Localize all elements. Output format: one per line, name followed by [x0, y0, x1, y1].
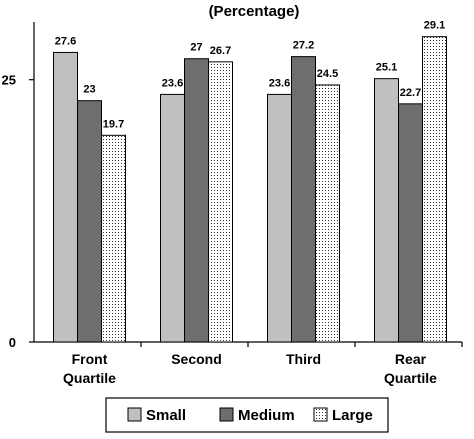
- legend-label-small: Small: [146, 407, 186, 424]
- legend: Small Medium Large: [105, 397, 389, 433]
- data-label: 26.7: [210, 45, 231, 57]
- category-label: Quartile: [63, 370, 116, 386]
- legend-label-large: Large: [332, 407, 373, 424]
- data-label: 23.6: [162, 77, 183, 89]
- data-label: 27.2: [293, 40, 314, 52]
- category-label: Rear: [395, 351, 427, 367]
- data-label: 19.7: [103, 118, 124, 130]
- legend-swatch-small: [127, 407, 142, 422]
- legend-box: [105, 397, 389, 433]
- data-label: 22.7: [400, 87, 421, 99]
- bar-medium: [77, 100, 102, 343]
- data-label: 29.1: [424, 20, 445, 32]
- data-label: 23.6: [269, 77, 290, 89]
- data-label: 27: [190, 42, 202, 54]
- category-label: Front: [72, 351, 108, 367]
- bar-large: [101, 134, 126, 343]
- data-label: 27.6: [55, 35, 76, 47]
- data-label: 23: [83, 84, 95, 96]
- legend-swatch-large: [313, 407, 328, 422]
- bar-medium: [184, 58, 209, 343]
- chart-title: (Percentage): [209, 3, 300, 20]
- category-label: Quartile: [384, 370, 437, 386]
- bar-medium: [398, 103, 423, 343]
- data-label: 25.1: [376, 62, 397, 74]
- bar-small: [53, 51, 78, 343]
- data-label: 24.5: [317, 68, 338, 80]
- bar-large: [315, 84, 340, 343]
- bar-medium: [291, 56, 316, 343]
- legend-label-medium: Medium: [238, 407, 295, 424]
- bar-small: [374, 78, 399, 343]
- category-label: Second: [171, 351, 222, 367]
- category-label: Third: [286, 351, 321, 367]
- bar-small: [160, 93, 185, 343]
- y-tick-label: 0: [9, 335, 16, 350]
- bar-large: [422, 36, 447, 343]
- bar-small: [267, 93, 292, 343]
- legend-swatch-medium: [219, 407, 234, 422]
- bar-large: [208, 61, 233, 343]
- plot-area: 0 25 27.6 23 19.7 Front Quartile 23.6 27 26.7 Seco…: [2, 20, 463, 386]
- y-tick-label: 25: [2, 73, 16, 88]
